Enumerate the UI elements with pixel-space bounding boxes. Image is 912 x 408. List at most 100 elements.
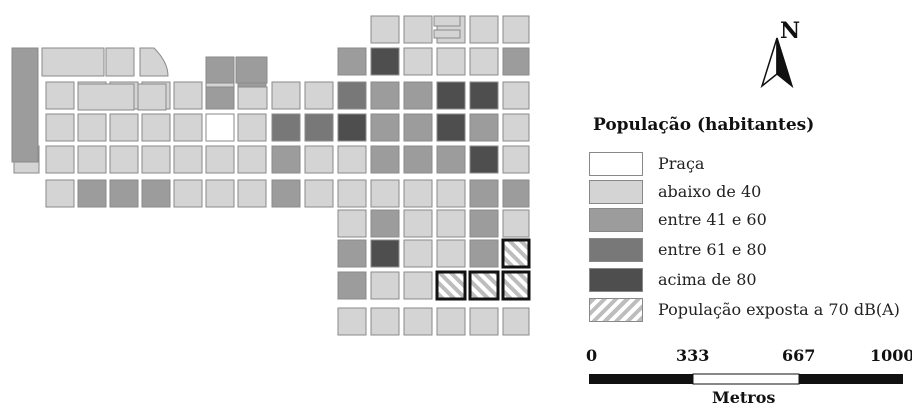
city-block <box>141 145 171 174</box>
city-block <box>109 145 139 174</box>
exposed-block <box>468 270 500 301</box>
scale-bar <box>589 373 903 385</box>
city-block <box>436 81 466 110</box>
scale-tick-0: 0 <box>586 346 598 365</box>
city-block <box>304 145 334 174</box>
city-block <box>11 47 39 163</box>
city-block <box>469 179 499 208</box>
city-block <box>403 113 433 142</box>
city-block <box>45 145 75 174</box>
city-block <box>469 307 499 336</box>
city-block <box>271 81 301 110</box>
city-block <box>502 47 530 76</box>
city-block <box>433 29 461 39</box>
city-block <box>304 113 334 142</box>
city-block <box>237 145 267 174</box>
city-block <box>205 179 235 208</box>
city-block <box>436 239 466 268</box>
legend-title: População (habitantes) <box>593 115 815 135</box>
city-block <box>205 56 235 84</box>
city-block <box>370 271 400 300</box>
city-block <box>109 179 139 208</box>
city-block <box>370 47 400 76</box>
city-block <box>436 145 466 174</box>
city-block <box>77 145 107 174</box>
city-block <box>502 145 530 174</box>
city-block <box>370 179 400 208</box>
city-block <box>403 15 433 44</box>
exposed-block <box>435 270 467 301</box>
city-block <box>436 113 466 142</box>
city-block <box>77 179 107 208</box>
city-block <box>141 179 171 208</box>
city-block <box>173 145 203 174</box>
scale-tick-1000: 1000 <box>870 346 912 365</box>
city-block <box>469 239 499 268</box>
city-block <box>173 113 203 142</box>
scale-units: Metros <box>712 388 776 407</box>
legend-swatch-abaixo-40 <box>589 180 643 204</box>
city-block <box>469 209 499 238</box>
city-block <box>502 307 530 336</box>
city-block <box>403 271 433 300</box>
city-block <box>403 307 433 336</box>
city-block <box>41 47 105 77</box>
city-block <box>77 83 135 111</box>
city-block <box>370 307 400 336</box>
city-block <box>173 81 203 110</box>
city-block <box>45 113 75 142</box>
city-block <box>370 145 400 174</box>
city-block <box>304 179 334 208</box>
city-block <box>205 86 235 110</box>
city-block <box>45 81 75 110</box>
legend-label-praca: Praça <box>658 154 705 173</box>
city-block <box>139 47 169 77</box>
city-block <box>337 239 367 268</box>
city-block <box>370 15 400 44</box>
city-block <box>502 81 530 110</box>
city-block <box>337 81 367 110</box>
legend-swatch-praca <box>589 152 643 176</box>
city-block <box>137 83 167 111</box>
city-block <box>502 209 530 238</box>
city-block <box>502 15 530 44</box>
legend-label-acima-80: acima de 80 <box>658 270 757 289</box>
city-block <box>205 145 235 174</box>
legend-swatch-61-80 <box>589 238 643 262</box>
scale-tick-333: 333 <box>676 346 710 365</box>
city-block <box>337 113 367 142</box>
legend-swatch-acima-80 <box>589 268 643 292</box>
city-block <box>502 113 530 142</box>
city-block <box>109 113 139 142</box>
legend-label-abaixo-40: abaixo de 40 <box>658 182 762 201</box>
city-block <box>403 145 433 174</box>
city-block <box>45 179 75 208</box>
city-block <box>235 56 268 84</box>
legend-label-61-80: entre 61 e 80 <box>658 240 767 259</box>
north-arrow-icon <box>760 37 794 89</box>
city-block <box>337 145 367 174</box>
legend-swatch-41-60 <box>589 208 643 232</box>
city-block <box>105 47 135 77</box>
north-label: N <box>780 18 801 44</box>
city-block <box>403 179 433 208</box>
city-block <box>271 113 301 142</box>
city-block <box>141 113 171 142</box>
city-block <box>337 209 367 238</box>
city-block <box>271 145 301 174</box>
city-block <box>403 81 433 110</box>
legend-label-41-60: entre 41 e 60 <box>658 210 767 229</box>
city-block <box>370 113 400 142</box>
city-block <box>304 81 334 110</box>
city-block <box>469 81 499 110</box>
city-block <box>337 307 367 336</box>
city-block <box>403 239 433 268</box>
city-block <box>436 307 466 336</box>
city-block <box>469 47 499 76</box>
city-block <box>173 179 203 208</box>
city-block <box>271 179 301 208</box>
city-block <box>436 179 466 208</box>
city-block <box>433 15 461 27</box>
city-block <box>337 271 367 300</box>
